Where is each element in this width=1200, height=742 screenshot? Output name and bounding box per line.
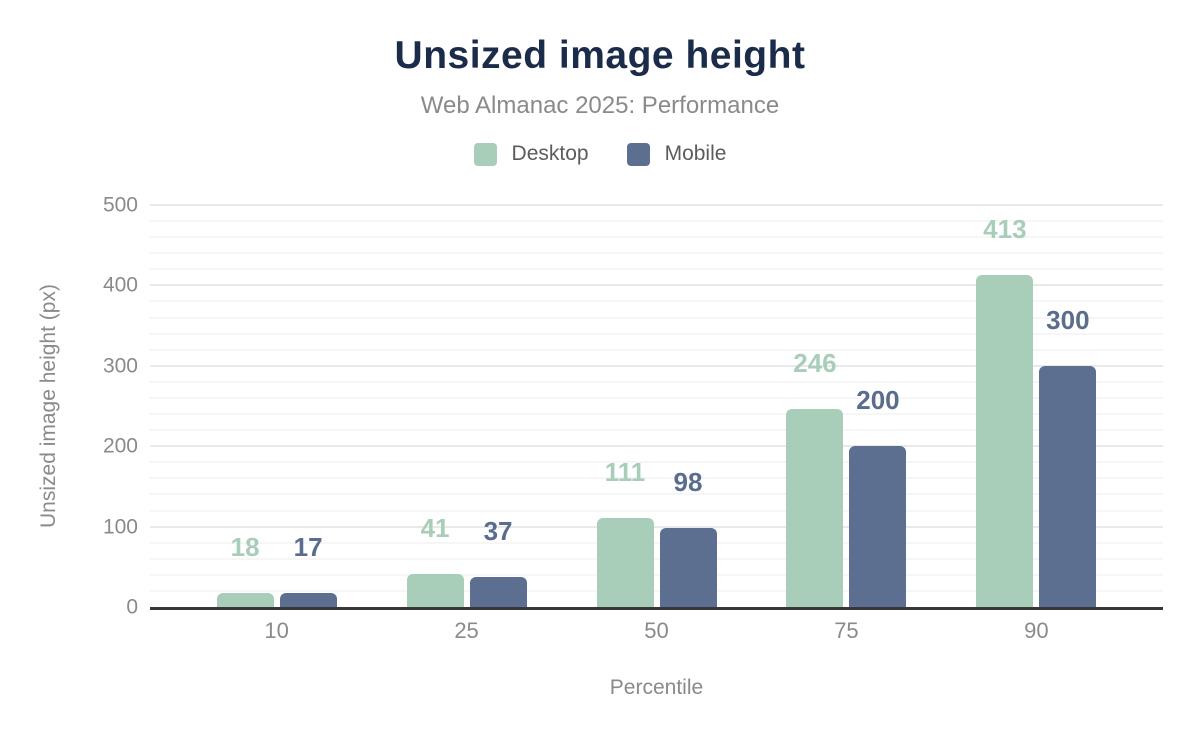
x-tick-label-90: 90 [1024, 618, 1049, 643]
y-tick-label-100: 100 [102, 515, 138, 539]
gridline-minor-420 [150, 268, 1163, 271]
value-label-mobile-p25: 37 [483, 516, 513, 547]
gridline-minor-460 [150, 236, 1163, 239]
gridline-minor-60 [150, 557, 1163, 560]
y-tick-label-200: 200 [102, 434, 138, 458]
bar-group-p50: 111 98 [596, 205, 717, 607]
x-tick-label-50: 50 [644, 618, 669, 643]
y-tick-label-400: 400 [102, 273, 138, 297]
gridline-minor-120 [150, 509, 1163, 512]
gridline-minor-220 [150, 429, 1163, 432]
gridline-minor-380 [150, 300, 1163, 303]
bar-desktop-p10[interactable] [216, 592, 274, 607]
value-label-desktop-p75: 246 [793, 348, 837, 379]
legend: Desktop Mobile [0, 142, 1200, 166]
bar-desktop-p75[interactable] [786, 409, 844, 607]
y-axis-ticks: 0 100 200 300 400 500 [0, 195, 138, 618]
gridline-minor-80 [150, 541, 1163, 544]
gridline-minor-240 [150, 413, 1163, 416]
gridline-major-400 [150, 284, 1163, 287]
bar-desktop-p90[interactable] [976, 274, 1034, 607]
y-tick-label-300: 300 [102, 354, 138, 378]
bar-mobile-p75[interactable] [849, 446, 907, 607]
gridline-minor-260 [150, 396, 1163, 399]
x-tick-label-25: 25 [454, 618, 479, 643]
gridline-major-200 [150, 445, 1163, 448]
gridline-minor-320 [150, 348, 1163, 351]
value-label-desktop-p90: 413 [983, 213, 1027, 244]
bar-group-p25: 41 37 [406, 205, 527, 607]
x-axis-title: Percentile [609, 676, 704, 699]
value-label-desktop-p50: 111 [604, 456, 646, 487]
x-tick-label-10: 10 [264, 618, 289, 643]
gridline-minor-360 [150, 316, 1163, 319]
y-tick-label-0: 0 [126, 595, 138, 619]
bar-group-p75: 246 200 [786, 205, 907, 607]
bar-mobile-p10[interactable] [279, 593, 337, 607]
gridline-minor-40 [150, 573, 1163, 576]
bar-mobile-p25[interactable] [469, 577, 527, 607]
bar-group-p90: 413 300 [976, 205, 1097, 607]
gridline-minor-280 [150, 380, 1163, 383]
gridline-major-100 [150, 525, 1163, 528]
value-label-desktop-p10: 18 [230, 531, 260, 562]
gridline-minor-20 [150, 589, 1163, 592]
legend-label-desktop: Desktop [511, 142, 589, 165]
bar-group-p10: 18 17 [216, 205, 337, 607]
chart-subtitle: Web Almanac 2025: Performance [420, 92, 780, 119]
bar-desktop-p25[interactable] [406, 574, 464, 607]
bar-mobile-p50[interactable] [659, 528, 717, 607]
plot-area: 18 17 41 37 111 98 246 200 413 300 [150, 204, 1163, 610]
x-axis-ticks: 10 25 50 75 90 [150, 620, 1163, 646]
gridline-major-300 [150, 364, 1163, 367]
legend-label-mobile: Mobile [664, 142, 727, 165]
legend-item-desktop[interactable]: Desktop [473, 142, 589, 166]
bar-desktop-p50[interactable] [596, 517, 654, 607]
gridline-minor-340 [150, 332, 1163, 335]
gridline-major-500 [150, 204, 1163, 206]
chart-title: Unsized image height [394, 34, 806, 77]
gridline-minor-440 [150, 252, 1163, 255]
x-tick-label-75: 75 [834, 618, 859, 643]
mobile-swatch-icon [626, 142, 650, 166]
bar-mobile-p90[interactable] [1039, 365, 1097, 607]
value-label-mobile-p75: 200 [856, 385, 900, 416]
y-tick-label-500: 500 [102, 193, 138, 217]
desktop-swatch-icon [473, 142, 497, 166]
legend-item-mobile[interactable]: Mobile [626, 142, 727, 166]
value-label-mobile-p50: 98 [673, 467, 703, 498]
x-axis-line [150, 607, 1163, 610]
value-label-mobile-p10: 17 [293, 532, 323, 563]
value-label-desktop-p25: 41 [420, 513, 450, 544]
gridline-minor-140 [150, 493, 1163, 496]
gridline-minor-480 [150, 220, 1163, 223]
gridline-minor-180 [150, 461, 1163, 464]
value-label-mobile-p90: 300 [1046, 304, 1090, 335]
gridline-minor-160 [150, 477, 1163, 480]
